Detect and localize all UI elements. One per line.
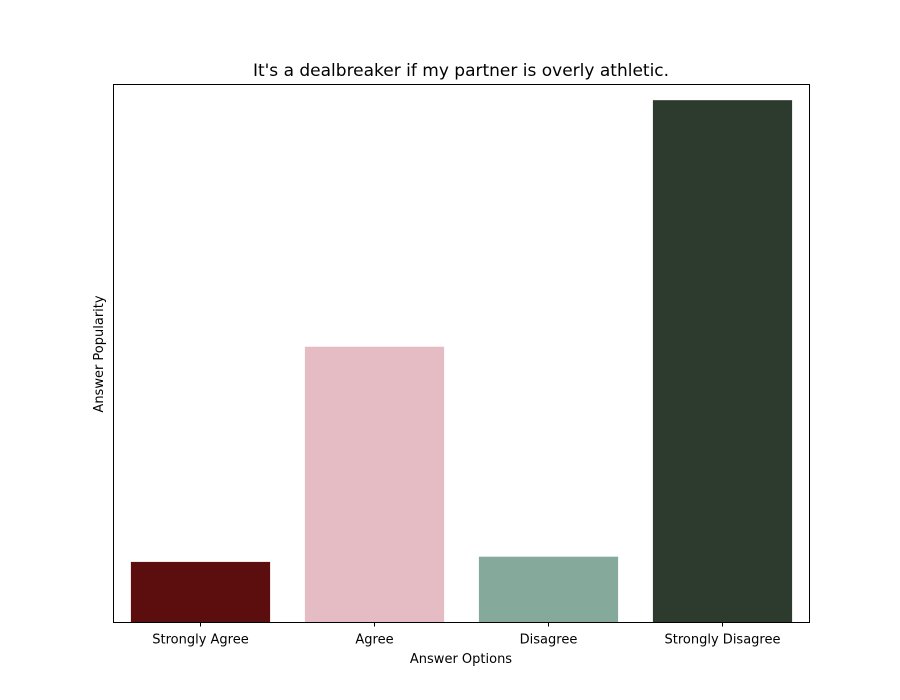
y-axis-label: Answer Popularity xyxy=(92,295,107,412)
x-tick-label: Agree xyxy=(355,633,393,648)
x-tick-label: Disagree xyxy=(520,633,578,648)
bars-group xyxy=(130,100,793,623)
bar-strongly-agree xyxy=(130,561,271,623)
x-tick-label: Strongly Agree xyxy=(152,633,249,648)
x-axis-label: Answer Options xyxy=(410,652,512,667)
plot-frame xyxy=(113,84,810,623)
x-ticks-group: Strongly Agree Agree Disagree Strongly Disa… xyxy=(152,622,781,648)
bar-disagree xyxy=(478,556,619,623)
chart-title: It's a dealbreaker if my partner is over… xyxy=(253,61,669,81)
bar-agree xyxy=(304,346,445,623)
bar-strongly-disagree xyxy=(652,100,793,623)
x-tick-label: Strongly Disagree xyxy=(665,633,781,648)
